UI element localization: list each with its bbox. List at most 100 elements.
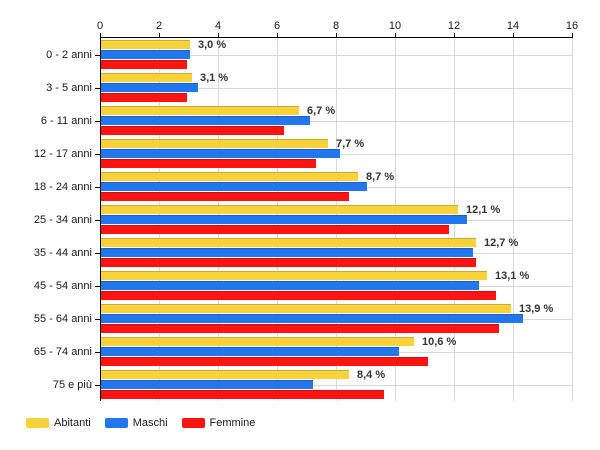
bar-maschi <box>101 50 190 59</box>
x-axis-tick-mark <box>100 33 101 38</box>
x-axis-tick-mark <box>277 33 278 38</box>
x-axis-tick-label: 12 <box>447 20 461 32</box>
y-axis-tick-mark <box>95 385 100 386</box>
legend-swatch-femmine <box>181 418 205 428</box>
y-axis-tick-mark <box>95 121 100 122</box>
bar-abitanti <box>101 337 414 346</box>
bar-maschi <box>101 182 367 191</box>
y-axis-line <box>100 38 101 401</box>
x-axis-tick-mark <box>395 33 396 38</box>
bar-abitanti <box>101 205 458 214</box>
bar-maschi <box>101 149 340 158</box>
x-axis-tick-label: 10 <box>388 20 402 32</box>
bar-maschi <box>101 116 310 125</box>
x-axis-tick-label: 8 <box>332 20 340 32</box>
category-label: 18 - 24 anni <box>33 181 92 193</box>
category-label: 55 - 64 anni <box>33 313 92 325</box>
bar-data-label: 8,7 % <box>366 171 395 183</box>
legend-label: Abitanti <box>54 417 91 429</box>
legend-label: Maschi <box>132 417 168 429</box>
bar-data-label: 8,4 % <box>357 369 386 381</box>
category-label: 35 - 44 anni <box>33 247 92 259</box>
x-axis-tick-mark <box>159 33 160 38</box>
bar-data-label: 13,1 % <box>495 270 530 282</box>
x-axis-tick-label: 0 <box>96 20 104 32</box>
category-label: 3 - 5 anni <box>46 82 92 94</box>
bar-femmine <box>101 291 496 300</box>
category-label: 12 - 17 anni <box>33 148 92 160</box>
y-axis-tick-mark <box>95 88 100 89</box>
bar-femmine <box>101 225 449 234</box>
grid-line-vertical <box>572 38 573 401</box>
bar-data-label: 3,1 % <box>200 72 229 84</box>
bar-data-label: 12,1 % <box>466 204 501 216</box>
bar-data-label: 6,7 % <box>307 105 336 117</box>
bar-maschi <box>101 83 198 92</box>
legend-swatch-abitanti <box>26 418 49 428</box>
bar-maschi <box>101 380 313 389</box>
bar-abitanti <box>101 304 511 313</box>
category-label: 75 e più <box>52 379 92 391</box>
bar-abitanti <box>101 139 328 148</box>
legend-swatch-maschi <box>104 418 128 428</box>
legend-label: Femmine <box>209 417 256 429</box>
category-label: 65 - 74 anni <box>33 346 92 358</box>
bar-femmine <box>101 258 476 267</box>
bar-abitanti <box>101 172 358 181</box>
x-axis-line <box>100 37 573 38</box>
x-axis-tick-mark <box>218 33 219 38</box>
y-axis-tick-mark <box>95 55 100 56</box>
y-axis-tick-mark <box>95 253 100 254</box>
x-axis-tick-label: 2 <box>155 20 163 32</box>
bar-maschi <box>101 347 399 356</box>
bar-femmine <box>101 390 384 399</box>
legend-item-femmine: Femmine <box>181 417 256 429</box>
bar-maschi <box>101 215 467 224</box>
legend-item-abitanti: Abitanti <box>26 417 91 429</box>
y-axis-tick-mark <box>95 319 100 320</box>
grid-line-horizontal <box>100 55 572 56</box>
y-axis-tick-mark <box>95 154 100 155</box>
y-axis-tick-mark <box>95 352 100 353</box>
category-label: 6 - 11 anni <box>40 115 92 127</box>
bar-abitanti <box>101 271 487 280</box>
grid-line-vertical <box>513 38 514 401</box>
bar-data-label: 3,0 % <box>198 39 227 51</box>
bar-maschi <box>101 248 473 257</box>
legend-item-maschi: Maschi <box>104 417 168 429</box>
bar-maschi <box>101 281 479 290</box>
bar-maschi <box>101 314 523 323</box>
grid-line-horizontal <box>100 88 572 89</box>
bar-femmine <box>101 126 284 135</box>
bar-femmine <box>101 192 349 201</box>
bar-data-label: 10,6 % <box>422 336 457 348</box>
category-label: 0 - 2 anni <box>46 49 92 61</box>
bar-abitanti <box>101 238 476 247</box>
x-axis-tick-label: 6 <box>273 20 281 32</box>
bar-abitanti <box>101 106 299 115</box>
bar-data-label: 12,7 % <box>484 237 519 249</box>
x-axis-tick-mark <box>513 33 514 38</box>
y-axis-tick-mark <box>95 187 100 188</box>
category-label: 25 - 34 anni <box>33 214 92 226</box>
x-axis-tick-label: 16 <box>565 20 579 32</box>
bar-femmine <box>101 324 499 333</box>
y-axis-tick-mark <box>95 286 100 287</box>
bar-data-label: 13,9 % <box>519 303 554 315</box>
x-axis-tick-label: 4 <box>214 20 222 32</box>
x-axis-tick-mark <box>572 33 573 38</box>
grid-line-horizontal <box>100 121 572 122</box>
bar-abitanti <box>101 40 190 49</box>
bar-abitanti <box>101 73 192 82</box>
grid-line-horizontal <box>100 385 572 386</box>
bar-femmine <box>101 93 187 102</box>
x-axis-tick-mark <box>336 33 337 38</box>
category-label: 45 - 54 anni <box>33 280 92 292</box>
x-axis-tick-mark <box>454 33 455 38</box>
bar-abitanti <box>101 370 349 379</box>
chart-legend: Abitanti Maschi Femmine <box>26 417 255 429</box>
x-axis-tick-label: 14 <box>506 20 520 32</box>
bar-femmine <box>101 159 316 168</box>
